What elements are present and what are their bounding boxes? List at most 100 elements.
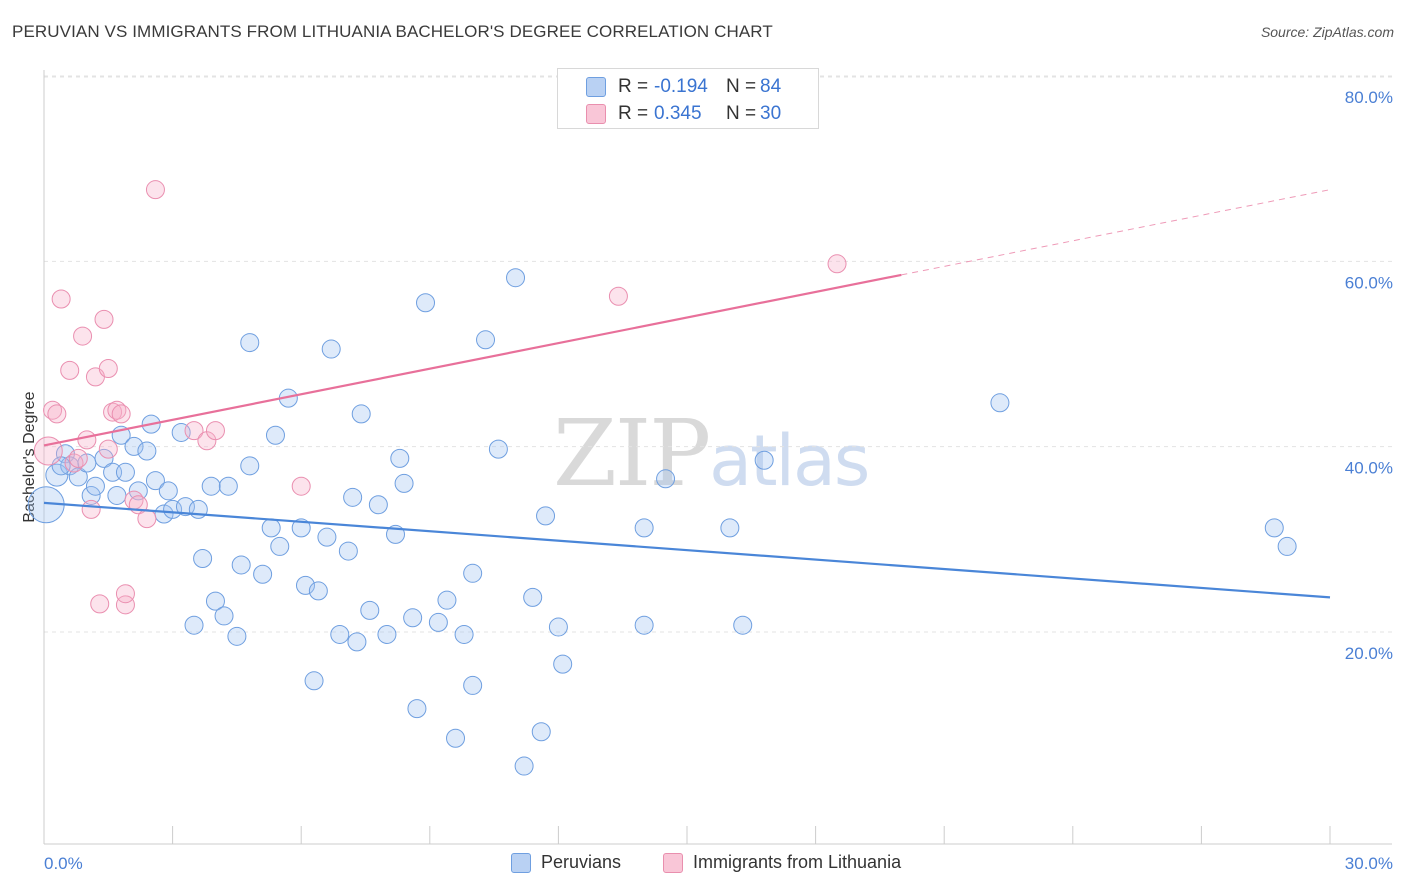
peruvian-point (720, 518, 740, 538)
peruvian-point (218, 476, 238, 496)
peruvian-point (463, 563, 483, 583)
peruvian-point (1277, 536, 1297, 556)
peruvian-point (416, 293, 436, 313)
peruvian-point (733, 615, 753, 635)
lithuania-trend-line (43, 273, 902, 447)
lithuania-point (77, 430, 97, 450)
peruvian-point (360, 600, 380, 620)
lithuania-point (33, 436, 63, 466)
peruvian-point (295, 575, 315, 595)
peruvian-point (347, 632, 367, 652)
peruvian-point (634, 615, 654, 635)
legend-n-value: 30 (760, 103, 782, 124)
peruvian-point (291, 518, 311, 538)
lithuania-point (60, 360, 80, 380)
legend-n-value: 84 (760, 76, 782, 97)
peruvian-point (343, 487, 363, 507)
y-tick-label: 20.0% (1345, 644, 1393, 663)
legend-swatch-blue (586, 77, 606, 97)
lithuania-point (184, 421, 204, 441)
peruvian-point (261, 518, 281, 538)
peruvian-point (536, 506, 556, 526)
peruvian-point (548, 617, 568, 637)
peruvian-point (390, 448, 410, 468)
peruvian-point (990, 393, 1010, 413)
bottom-legend-peruvians: Peruvians (511, 852, 621, 873)
bottom-legend-label: Immigrants from Lithuania (693, 852, 902, 872)
peruvian-point (265, 425, 285, 445)
bottom-legend-swatch-blue (511, 852, 531, 873)
peruvian-point (754, 450, 774, 470)
legend-row-peruvians: R = -0.194 N = 84 (586, 74, 781, 100)
lithuania-trend-extension (901, 189, 1331, 276)
lithuania-point (205, 421, 225, 441)
peruvian-point (377, 624, 397, 644)
peruvian-point (308, 581, 328, 601)
peruvian-point (428, 612, 448, 632)
peruvian-point (446, 728, 466, 748)
chart-title: PERUVIAN VS IMMIGRANTS FROM LITHUANIA BA… (12, 22, 773, 41)
x-tick-label: 30.0% (1345, 854, 1393, 873)
legend-r-value: -0.194 (654, 76, 708, 97)
bottom-legend-label: Peruvians (541, 852, 622, 872)
legend-row-lithuania: R = 0.345 N = 30 (586, 101, 781, 127)
y-tick-label: 60.0% (1345, 273, 1393, 292)
lithuania-point (291, 476, 311, 496)
source-label: Source: ZipAtlas.com (1260, 24, 1394, 40)
peruvian-point (330, 624, 350, 644)
peruvian-point (240, 456, 260, 476)
peruvian-point (193, 548, 213, 568)
peruvian-point (553, 654, 573, 674)
lithuania-point (90, 594, 110, 614)
legend-n-label: N = (726, 76, 757, 97)
peruvian-point (270, 536, 290, 556)
peruvian-point (115, 462, 135, 482)
peruvian-point (124, 436, 144, 456)
peruvian-point (107, 485, 127, 505)
lithuania-point (81, 499, 101, 519)
bottom-legend-lithuania: Immigrants from Lithuania (663, 852, 901, 873)
peruvian-point (128, 481, 148, 501)
peruvian-point (437, 590, 457, 610)
lithuania-point (608, 286, 628, 306)
legend-r-label: R = (618, 103, 649, 124)
lithuania-point (47, 404, 67, 424)
peruvian-point (338, 541, 358, 561)
peruvian-point (81, 485, 101, 505)
peruvian-point (1264, 518, 1284, 538)
lithuania-point (98, 439, 118, 459)
bottom-legend-swatch-pink (663, 852, 683, 873)
peruvian-point (407, 699, 427, 719)
peruvian-point (506, 268, 526, 288)
y-tick-label: 80.0% (1345, 88, 1393, 107)
lithuania-point (145, 180, 165, 200)
lithuania-point (73, 326, 93, 346)
peruvian-point (523, 587, 543, 607)
peruvian-point (94, 448, 114, 468)
x-tick-label: 0.0% (44, 854, 83, 873)
peruvian-point (394, 473, 414, 493)
peruvian-point (145, 471, 165, 491)
peruvian-point (227, 626, 247, 646)
peruvian-point (240, 333, 260, 353)
lithuania-point (98, 359, 118, 379)
peruvian-point (184, 615, 204, 635)
peruvian-point (463, 675, 483, 695)
legend-r-label: R = (618, 76, 649, 97)
lithuania-point (115, 595, 135, 615)
legend-n-label: N = (726, 103, 757, 124)
y-axis-title: Bachelor's Degree (21, 391, 38, 522)
peruvian-point (253, 564, 273, 584)
peruvian-point (476, 330, 496, 350)
lithuania-point (68, 448, 88, 468)
peruvian-point (85, 476, 105, 496)
peruvian-point (231, 555, 251, 575)
lithuania-point (51, 289, 71, 309)
peruvian-point (634, 518, 654, 538)
lithuania-point (137, 509, 157, 529)
peruvian-point (158, 481, 178, 501)
lithuania-point (827, 254, 847, 274)
peruvian-point (214, 606, 234, 626)
peruvian-point (531, 722, 551, 742)
